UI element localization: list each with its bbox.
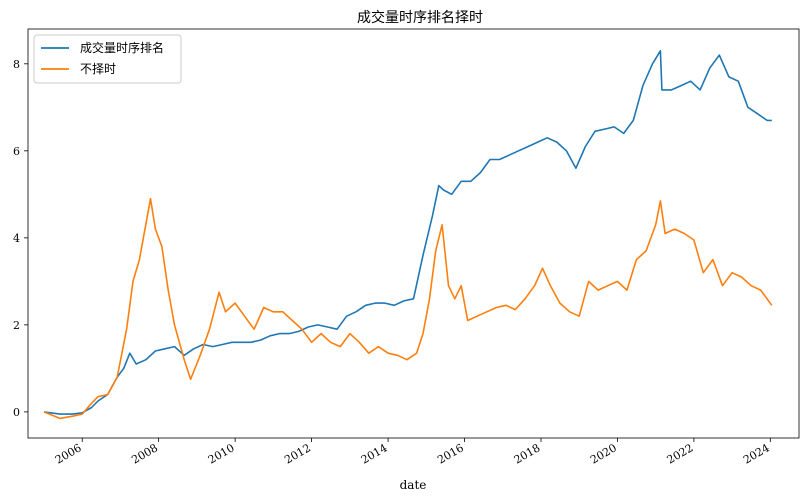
y-tick-label: 0 — [13, 406, 20, 419]
legend: 成交量时序排名 不择时 — [33, 34, 182, 84]
x-tick-label: 2016 — [435, 441, 466, 466]
series-line-0 — [43, 49, 772, 415]
x-axis: 2006 2008 2010 2012 2014 2016 2018 2020 2022 2024 — [53, 438, 772, 467]
x-tick-label: 2022 — [665, 441, 696, 466]
series-line-1 — [43, 197, 773, 420]
x-tick-label: 2008 — [129, 441, 160, 466]
x-tick-label: 2024 — [741, 441, 772, 466]
x-tick-label: 2006 — [53, 441, 84, 466]
series-group — [43, 49, 773, 420]
x-tick-label: 2020 — [588, 441, 619, 466]
x-tick-label: 2018 — [512, 441, 543, 466]
y-axis: 0 2 4 6 8 — [13, 58, 28, 419]
y-tick-label: 6 — [13, 145, 20, 158]
plot-frame — [27, 28, 800, 439]
legend-label-no-timing: 不择时 — [80, 62, 116, 76]
x-tick-label: 2014 — [359, 441, 390, 466]
x-axis-title: date — [400, 478, 427, 492]
y-tick-label: 4 — [13, 232, 20, 245]
chart-title: 成交量时序排名择时 — [357, 9, 483, 26]
plot-area — [27, 28, 800, 439]
y-tick-label: 2 — [13, 319, 20, 332]
y-tick-label: 8 — [13, 58, 20, 71]
legend-label-volume-rank: 成交量时序排名 — [80, 40, 164, 55]
x-tick-label: 2010 — [206, 441, 237, 466]
x-tick-label: 2012 — [282, 441, 313, 466]
legend-box — [33, 34, 182, 84]
